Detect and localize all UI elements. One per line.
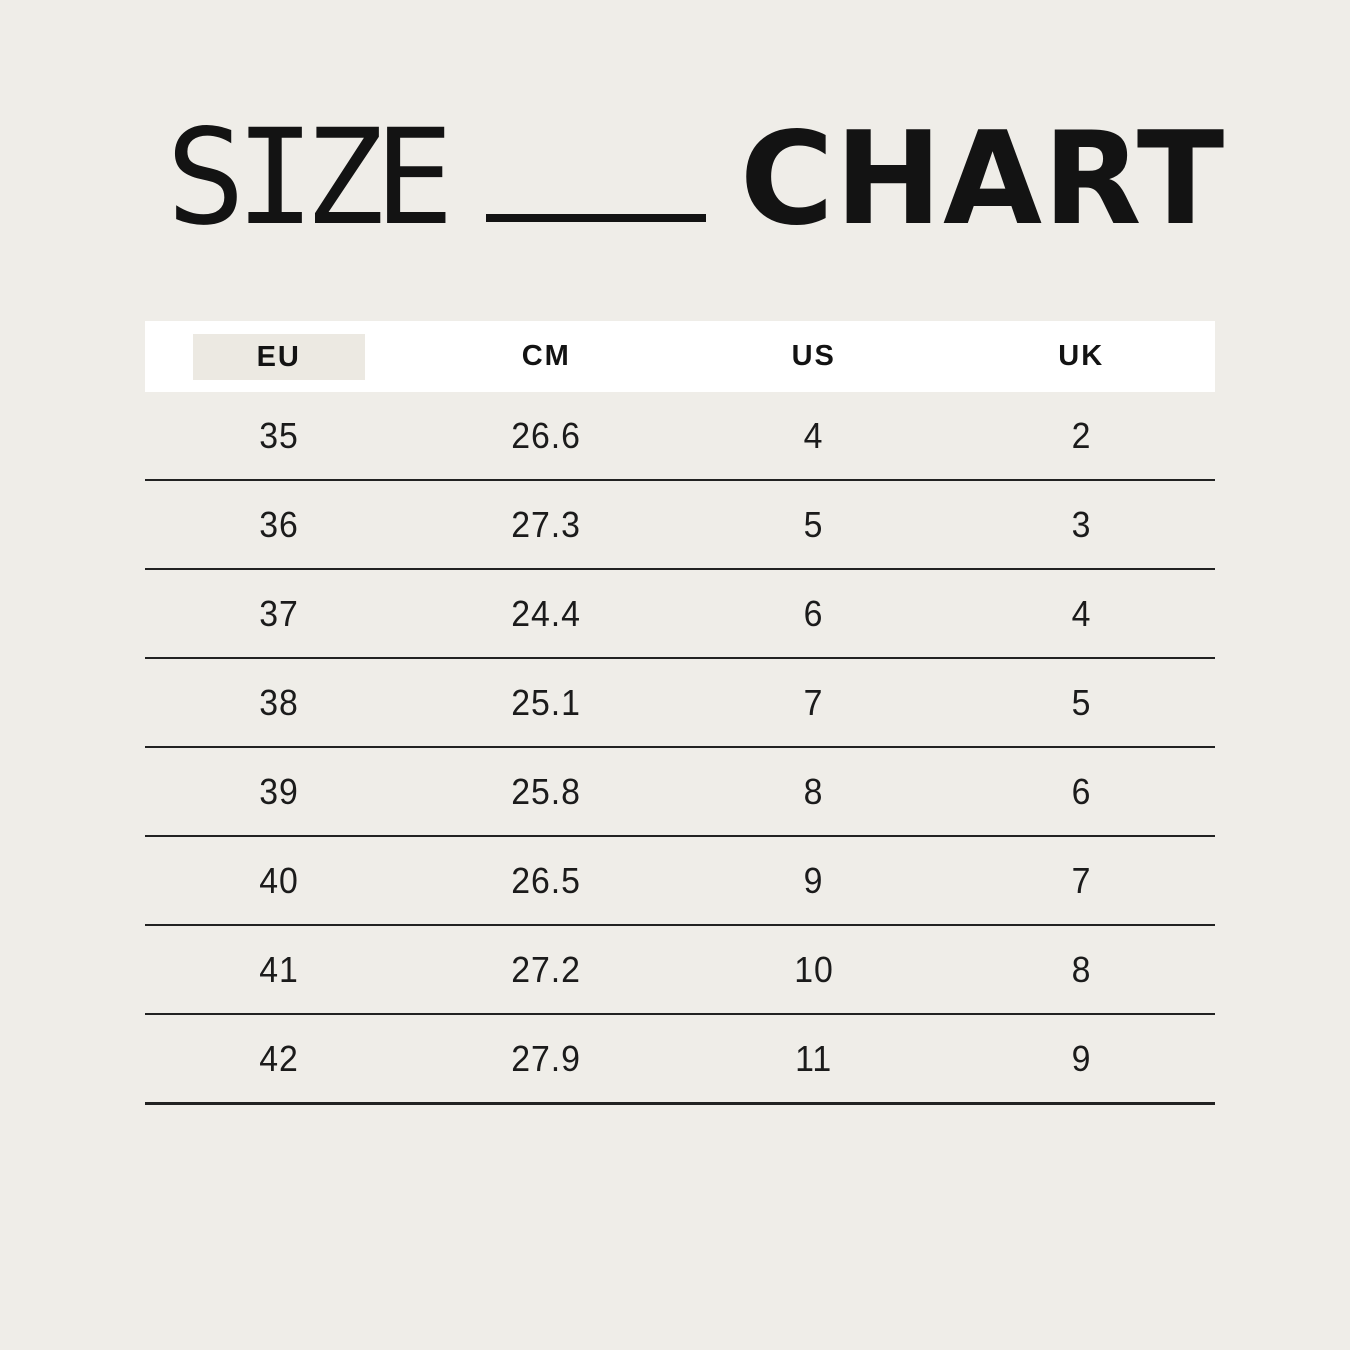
- cell-eu: 39: [258, 770, 299, 812]
- cell-us: 11: [795, 1037, 833, 1079]
- table-header-row: EU CM US UK: [145, 321, 1215, 392]
- cell-uk: 6: [1071, 770, 1092, 812]
- cell-us: 9: [803, 859, 824, 901]
- cell-uk: 9: [1071, 1037, 1092, 1079]
- cell-us: 4: [803, 414, 824, 456]
- cell-eu: 42: [258, 1037, 299, 1079]
- cell-eu: 40: [258, 859, 299, 901]
- cell-eu: 41: [258, 948, 299, 990]
- header-cell-eu: EU: [145, 333, 413, 380]
- cell-cm: 26.5: [511, 859, 582, 901]
- cell-eu: 37: [258, 592, 299, 634]
- cell-eu: 35: [258, 414, 299, 456]
- cell-us: 6: [803, 592, 824, 634]
- cell-us: 8: [803, 770, 824, 812]
- table-row: 35 26.6 4 2: [145, 392, 1215, 481]
- cell-us: 5: [803, 503, 824, 545]
- header-cell-uk: UK: [1058, 340, 1105, 372]
- cell-cm: 27.9: [511, 1037, 582, 1079]
- cell-cm: 26.6: [511, 414, 582, 456]
- cell-us: 10: [793, 948, 834, 990]
- cell-us: 7: [803, 681, 824, 723]
- header-cell-cm: CM: [521, 340, 571, 372]
- cell-uk: 2: [1071, 414, 1092, 456]
- cell-uk: 7: [1071, 859, 1092, 901]
- cell-eu: 38: [258, 681, 299, 723]
- cell-uk: 4: [1071, 592, 1092, 634]
- cell-cm: 27.2: [511, 948, 582, 990]
- title-word-size: SIZE: [166, 101, 454, 255]
- table-row: 42 27.9 11 9: [145, 1015, 1215, 1105]
- table-row: 38 25.1 7 5: [145, 659, 1215, 748]
- table-row: 39 25.8 8 6: [145, 748, 1215, 837]
- cell-cm: 25.1: [511, 681, 582, 723]
- table-row: 40 26.5 9 7: [145, 837, 1215, 926]
- title-divider-line: [485, 214, 706, 222]
- cell-cm: 24.4: [511, 592, 582, 634]
- table-row: 36 27.3 5 3: [145, 481, 1215, 570]
- table-row: 37 24.4 6 4: [145, 570, 1215, 659]
- cell-uk: 8: [1071, 948, 1092, 990]
- cell-cm: 27.3: [511, 503, 582, 545]
- cell-uk: 3: [1071, 503, 1092, 545]
- cell-cm: 25.8: [511, 770, 582, 812]
- title-word-chart: CHART: [739, 105, 1226, 254]
- header-cell-us: US: [791, 340, 836, 372]
- size-conversion-table: EU CM US UK 35 26.6 4 2 36 27.3 5 3 37 2…: [145, 321, 1215, 1105]
- page-title: SIZE CHART: [166, 112, 1225, 244]
- cell-uk: 5: [1071, 681, 1092, 723]
- cell-eu: 36: [258, 503, 299, 545]
- header-eu-highlight: EU: [192, 333, 365, 380]
- table-row: 41 27.2 10 8: [145, 926, 1215, 1015]
